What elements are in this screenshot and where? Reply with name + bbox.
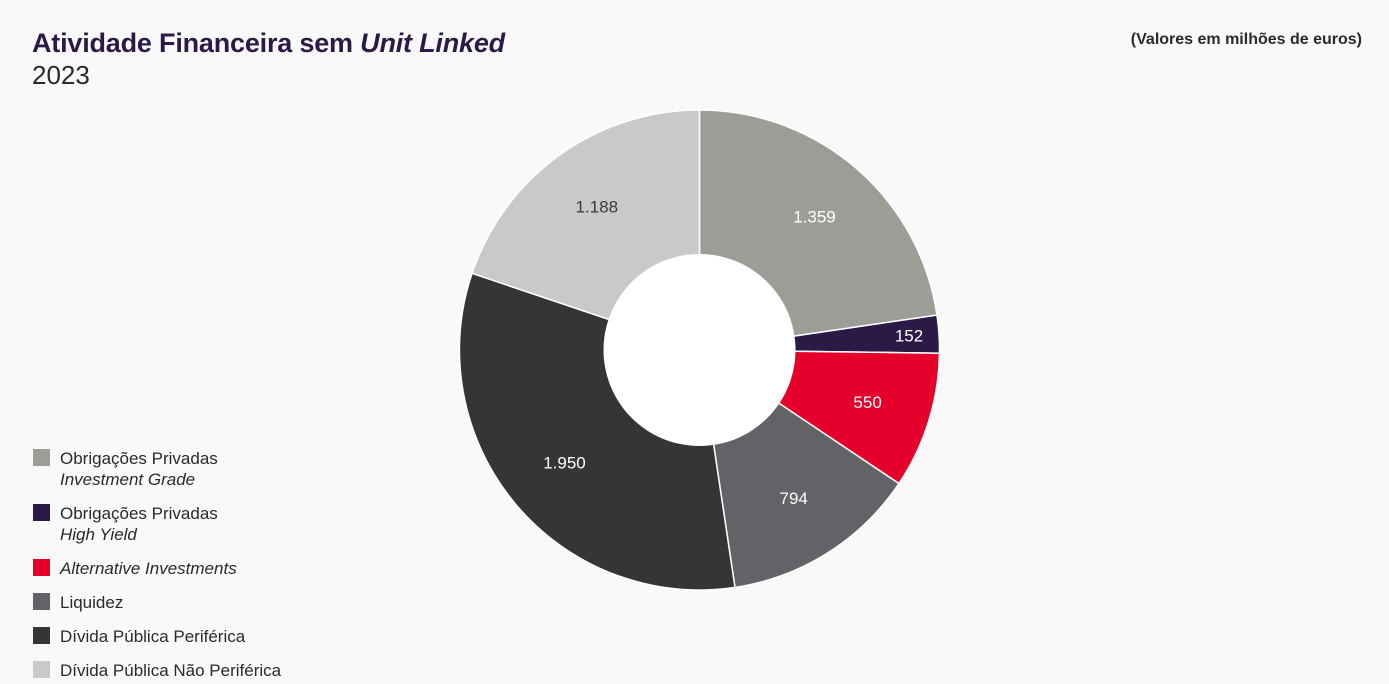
slice-label-alternative-investments: 550 xyxy=(853,393,881,412)
legend-label-high-yield-italic: High Yield xyxy=(60,525,137,544)
legend-label-divida-periferica: Dívida Pública Periférica xyxy=(60,627,246,646)
legend-item-divida-periferica: Dívida Pública Periférica xyxy=(33,626,281,647)
legend-swatch-investment-grade xyxy=(33,449,50,466)
slice-label-liquidez: 794 xyxy=(780,489,808,508)
legend-swatch-divida-nao-periferica xyxy=(33,661,50,678)
legend-item-investment-grade: Obrigações Privadas Investment Grade xyxy=(33,448,281,490)
slice-label-investment-grade: 1.359 xyxy=(793,207,836,226)
legend-item-divida-nao-periferica: Dívida Pública Não Periférica xyxy=(33,660,281,681)
chart-title: Atividade Financeira sem Unit Linked xyxy=(32,28,505,59)
slice-label-divida-periferica: 1.950 xyxy=(543,454,586,473)
units-note: (Valores em milhões de euros) xyxy=(1130,31,1362,48)
legend-swatch-alternative-investments xyxy=(33,559,50,576)
legend-swatch-divida-periferica xyxy=(33,627,50,644)
legend-item-liquidez: Liquidez xyxy=(33,592,281,613)
legend-label-investment-grade-italic: Investment Grade xyxy=(60,470,196,489)
legend-item-alternative-investments: Alternative Investments xyxy=(33,558,281,579)
legend-label-investment-grade: Obrigações Privadas xyxy=(60,449,218,468)
legend-label-divida-nao-periferica: Dívida Pública Não Periférica xyxy=(60,661,282,680)
legend-label-high-yield: Obrigações Privadas xyxy=(60,504,218,523)
legend-swatch-high-yield xyxy=(33,504,50,521)
donut-labels: 1.359 152 550 794 1.950 1.188 xyxy=(543,198,923,509)
chart-title-italic: Unit Linked xyxy=(360,28,505,58)
chart-subtitle: 2023 xyxy=(32,60,90,90)
legend: Obrigações Privadas Investment Grade Obr… xyxy=(33,448,281,684)
legend-label-alternative-investments: Alternative Investments xyxy=(60,559,237,578)
slice-label-high-yield: 152 xyxy=(895,327,923,346)
chart-title-main: Atividade Financeira sem xyxy=(32,28,353,58)
legend-item-high-yield: Obrigações Privadas High Yield xyxy=(33,503,281,545)
legend-swatch-liquidez xyxy=(33,593,50,610)
legend-label-liquidez: Liquidez xyxy=(60,593,124,612)
donut-hole xyxy=(603,254,796,446)
slice-label-divida-nao-periferica: 1.188 xyxy=(576,198,619,217)
